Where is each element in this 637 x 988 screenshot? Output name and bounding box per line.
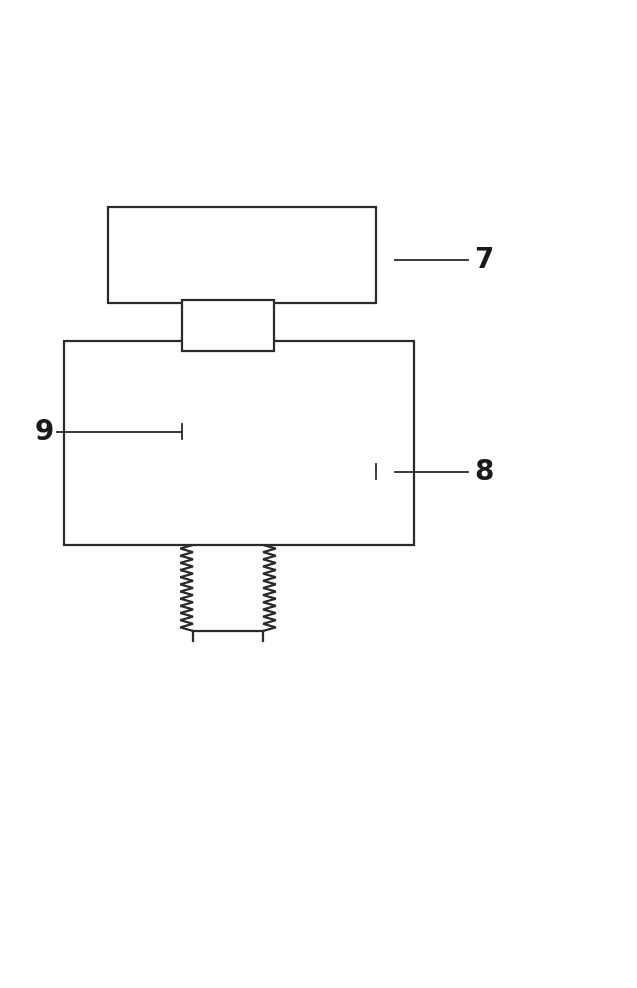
Bar — [108, 207, 376, 303]
Text: 8: 8 — [475, 457, 494, 486]
Bar — [182, 299, 274, 351]
Text: 7: 7 — [475, 246, 494, 274]
Text: 9: 9 — [35, 418, 54, 446]
Bar — [64, 341, 414, 545]
